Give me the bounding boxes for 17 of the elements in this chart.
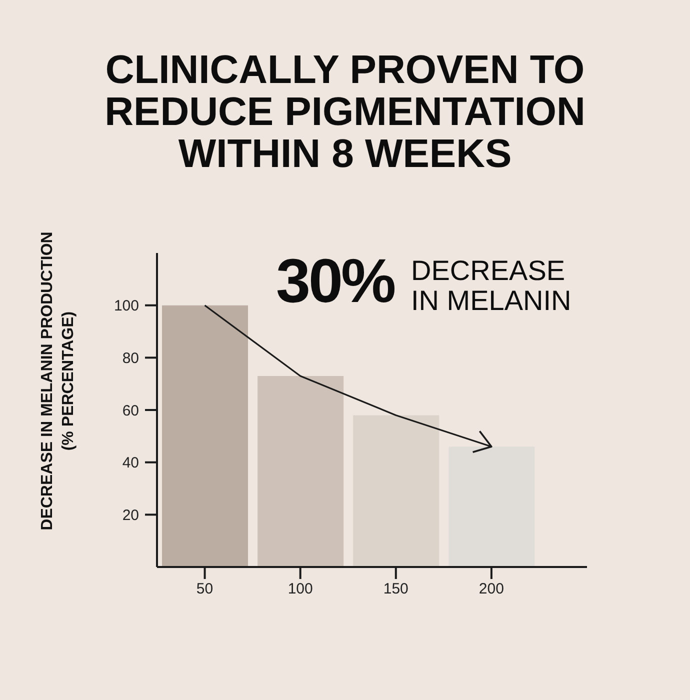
y-tick-label: 20 — [122, 506, 139, 524]
y-axis-title: DECREASE IN MELANIN PRODUCTION (% PERCENTAGE) — [38, 230, 78, 532]
bar — [258, 376, 344, 567]
x-tick-label: 100 — [288, 580, 313, 598]
chart-title: CLINICALLY PROVEN TO REDUCE PIGMENTATION WITHIN 8 WEEKS — [104, 48, 586, 176]
annotation: DECREASE IN MELANIN — [411, 255, 572, 316]
bar — [353, 415, 440, 567]
x-tick-label: 150 — [383, 580, 408, 598]
bar — [448, 446, 535, 567]
y-tick-label: 80 — [122, 350, 139, 367]
annotation: 30% — [276, 247, 394, 316]
y-tick-label: 100 — [114, 298, 139, 315]
y-tick-label: 40 — [122, 454, 139, 472]
x-tick-label: 50 — [196, 580, 214, 598]
y-tick-label: 60 — [122, 402, 139, 420]
x-tick-label: 200 — [478, 580, 504, 598]
bar — [162, 305, 248, 567]
